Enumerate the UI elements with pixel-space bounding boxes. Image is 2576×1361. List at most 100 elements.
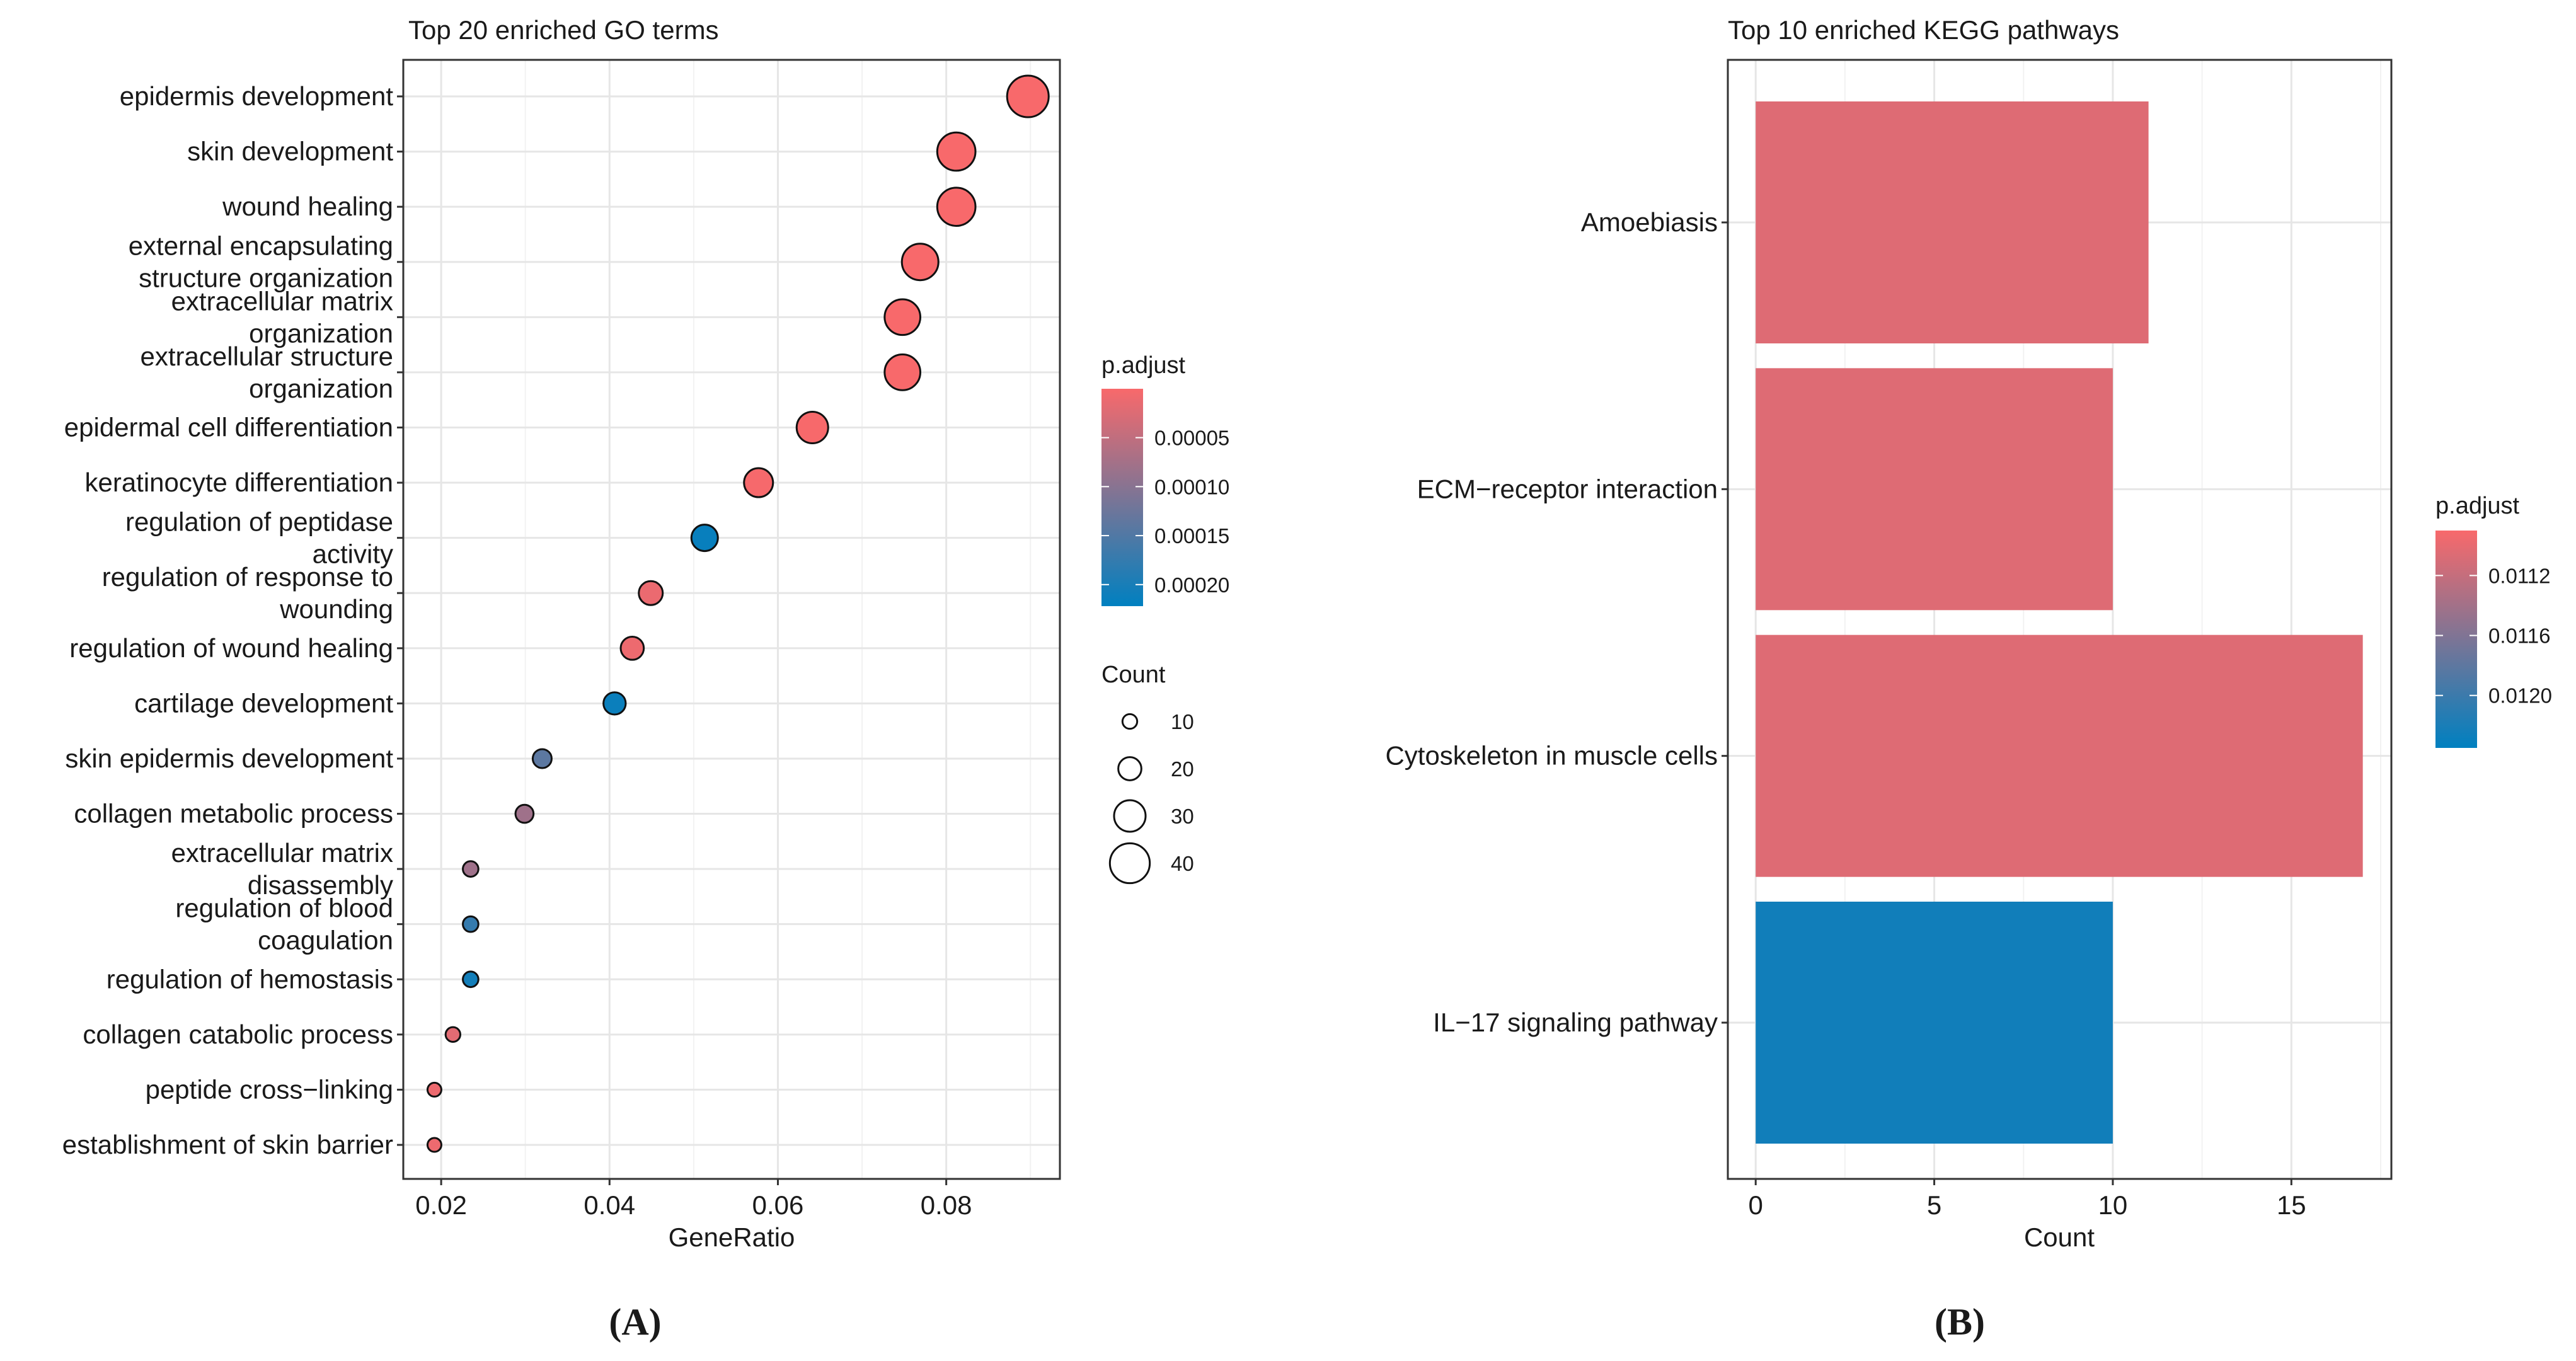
kegg-x-axis-label: Count — [2024, 1222, 2095, 1252]
go-point — [602, 691, 627, 716]
kegg-color-legend-title: p.adjust — [2435, 493, 2520, 519]
go-point — [619, 635, 645, 661]
go-term-label: collagen catabolic process — [83, 1019, 393, 1049]
go-color-bar — [1101, 389, 1143, 606]
kegg-x-tick-label: 10 — [2098, 1190, 2128, 1220]
panel-label-a: (A) — [609, 1301, 661, 1343]
kegg-chart-title: Top 10 enriched KEGG pathways — [1728, 15, 2119, 45]
go-point — [462, 860, 480, 878]
kegg-x-tick-label: 15 — [2277, 1190, 2306, 1220]
go-term-label: cartilage development — [134, 688, 393, 718]
go-term-label: regulation of blood — [175, 893, 393, 923]
kegg-pathway-label: Cytoskeleton in muscle cells — [1385, 741, 1718, 771]
kegg-x-tick-label: 0 — [1749, 1190, 1763, 1220]
kegg-plot-frame — [1727, 59, 2393, 1180]
kegg-pathway-label: IL−17 signaling pathway — [1433, 1008, 1718, 1037]
go-size-legend-label: 30 — [1171, 805, 1194, 828]
go-gridlines — [403, 60, 1060, 1179]
go-point — [690, 524, 719, 553]
go-size-legend: Count 10 20 30 40 — [1101, 662, 1194, 885]
go-point — [900, 243, 940, 282]
kegg-pathway-labels: Amoebiasis ECM−receptor interaction Cytosk… — [1385, 207, 1728, 1037]
go-term-label: organization — [249, 374, 393, 403]
go-term-label: regulation of response to — [102, 562, 393, 592]
go-term-label: external encapsulating — [129, 231, 393, 261]
kegg-bars — [1756, 101, 2363, 1144]
go-x-tick-label: 0.02 — [415, 1190, 467, 1220]
go-point — [426, 1081, 442, 1098]
go-term-label: disassembly — [248, 870, 393, 900]
go-term-label: establishment of skin barrier — [62, 1130, 393, 1159]
go-term-label: epidermis development — [120, 81, 394, 111]
go-color-bar-tick-label: 0.00010 — [1154, 475, 1229, 498]
kegg-color-bar — [2435, 531, 2477, 748]
go-term-label: skin epidermis development — [65, 744, 393, 773]
go-chart-title: Top 20 enriched GO terms — [408, 15, 719, 45]
go-x-tick-label: 0.04 — [584, 1190, 635, 1220]
go-term-label: regulation of peptidase — [125, 507, 393, 537]
go-size-legend-items: 10 20 30 40 — [1108, 710, 1194, 885]
go-point — [743, 467, 774, 498]
go-point — [883, 298, 922, 336]
kegg-bar — [1756, 101, 2149, 343]
go-point — [531, 748, 553, 769]
go-point — [638, 580, 664, 606]
panel-label-b: (B) — [1935, 1301, 1985, 1343]
go-color-bar-tick-label: 0.00005 — [1154, 427, 1229, 450]
go-point — [462, 970, 480, 989]
kegg-x-tick-label: 5 — [1927, 1190, 1941, 1220]
go-size-legend-circle — [1108, 842, 1151, 885]
go-term-label: wounding — [279, 594, 393, 624]
go-plot-frame — [402, 59, 1061, 1180]
kegg-barchart-panel: Top 10 enriched KEGG pathways Amoebiasis… — [1385, 15, 2551, 1343]
go-point — [426, 1137, 442, 1153]
go-size-legend-circle — [1113, 799, 1147, 833]
kegg-bar — [1756, 902, 2113, 1144]
go-x-axis-label: GeneRatio — [669, 1222, 795, 1252]
go-point — [462, 915, 480, 933]
go-color-bar-ticks: 0.00005 0.00010 0.00015 0.00020 — [1101, 427, 1229, 597]
go-x-tick-label: 0.06 — [752, 1190, 804, 1220]
go-point — [936, 131, 977, 172]
go-color-legend-title: p.adjust — [1101, 352, 1186, 379]
kegg-color-legend: p.adjust 0.0112 0.0116 0.0120 — [2435, 493, 2552, 748]
kegg-bar — [1756, 368, 2113, 611]
kegg-color-bar-tick-label: 0.0120 — [2488, 684, 2552, 708]
kegg-color-bar-tick-label: 0.0116 — [2488, 624, 2550, 648]
kegg-color-bar-ticks: 0.0112 0.0116 0.0120 — [2435, 564, 2552, 708]
go-term-label: keratinocyte differentiation — [84, 468, 393, 497]
kegg-pathway-label: Amoebiasis — [1581, 207, 1718, 237]
go-term-label: extracellular matrix — [171, 286, 393, 316]
go-term-label: extracellular structure — [141, 342, 393, 371]
go-term-labels: epidermis development skin development wou… — [62, 81, 403, 1159]
kegg-bar — [1756, 635, 2363, 877]
kegg-x-ticks: 0 5 10 15 — [1749, 1179, 2306, 1220]
go-term-label: extracellular matrix — [171, 838, 393, 868]
go-term-label: activity — [313, 539, 393, 569]
go-term-label: organization — [249, 318, 393, 348]
go-size-legend-label: 40 — [1171, 852, 1194, 875]
go-point — [1006, 74, 1050, 118]
go-point — [444, 1026, 461, 1043]
go-size-legend-title: Count — [1101, 662, 1166, 688]
kegg-color-bar-tick-label: 0.0112 — [2488, 564, 2550, 587]
go-term-label: collagen metabolic process — [74, 799, 393, 829]
go-size-legend-circle — [1121, 713, 1139, 730]
go-color-bar-tick-label: 0.00020 — [1154, 573, 1229, 597]
kegg-pathway-label: ECM−receptor interaction — [1417, 474, 1718, 503]
go-x-tick-label: 0.08 — [921, 1190, 972, 1220]
go-x-ticks: 0.02 0.04 0.06 0.08 — [415, 1179, 972, 1220]
go-point — [883, 353, 922, 391]
go-point — [514, 803, 535, 824]
go-plot-area — [403, 60, 1060, 1179]
go-size-legend-label: 10 — [1171, 710, 1194, 733]
go-term-label: structure organization — [139, 263, 393, 293]
go-term-label: skin development — [187, 137, 393, 166]
go-size-legend-label: 20 — [1171, 757, 1194, 781]
go-term-label: epidermal cell differentiation — [64, 412, 393, 442]
go-color-bar-tick-label: 0.00015 — [1154, 524, 1229, 548]
go-size-legend-circle — [1117, 756, 1142, 781]
go-points — [426, 74, 1050, 1153]
go-term-label: peptide cross−linking — [146, 1074, 393, 1104]
